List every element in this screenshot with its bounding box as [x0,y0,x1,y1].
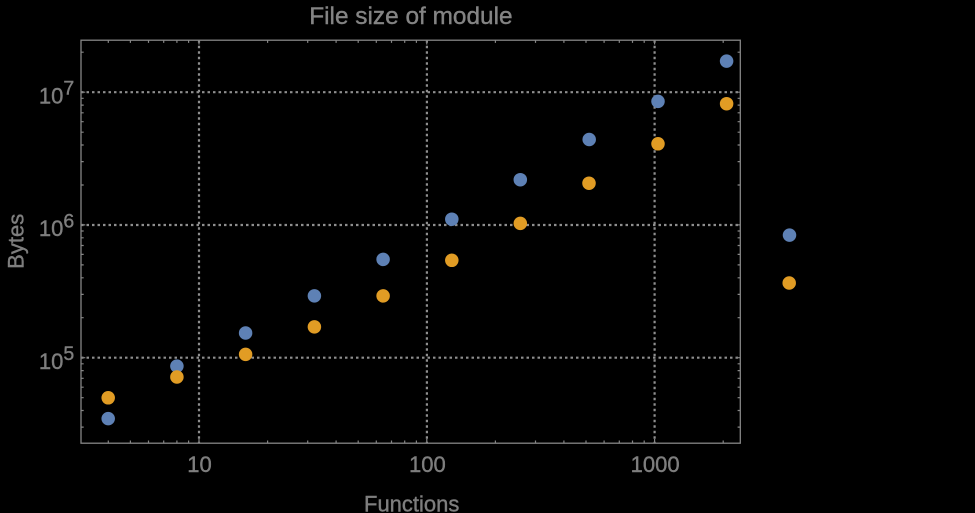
svg-text:File size of module: File size of module [309,3,512,30]
svg-text:105: 105 [39,343,74,374]
svg-text:100: 100 [409,452,446,477]
svg-text:10: 10 [187,452,211,477]
svg-text:Bytes: Bytes [3,214,28,269]
svg-text:1000: 1000 [631,452,680,477]
svg-text:Functions: Functions [364,492,459,513]
